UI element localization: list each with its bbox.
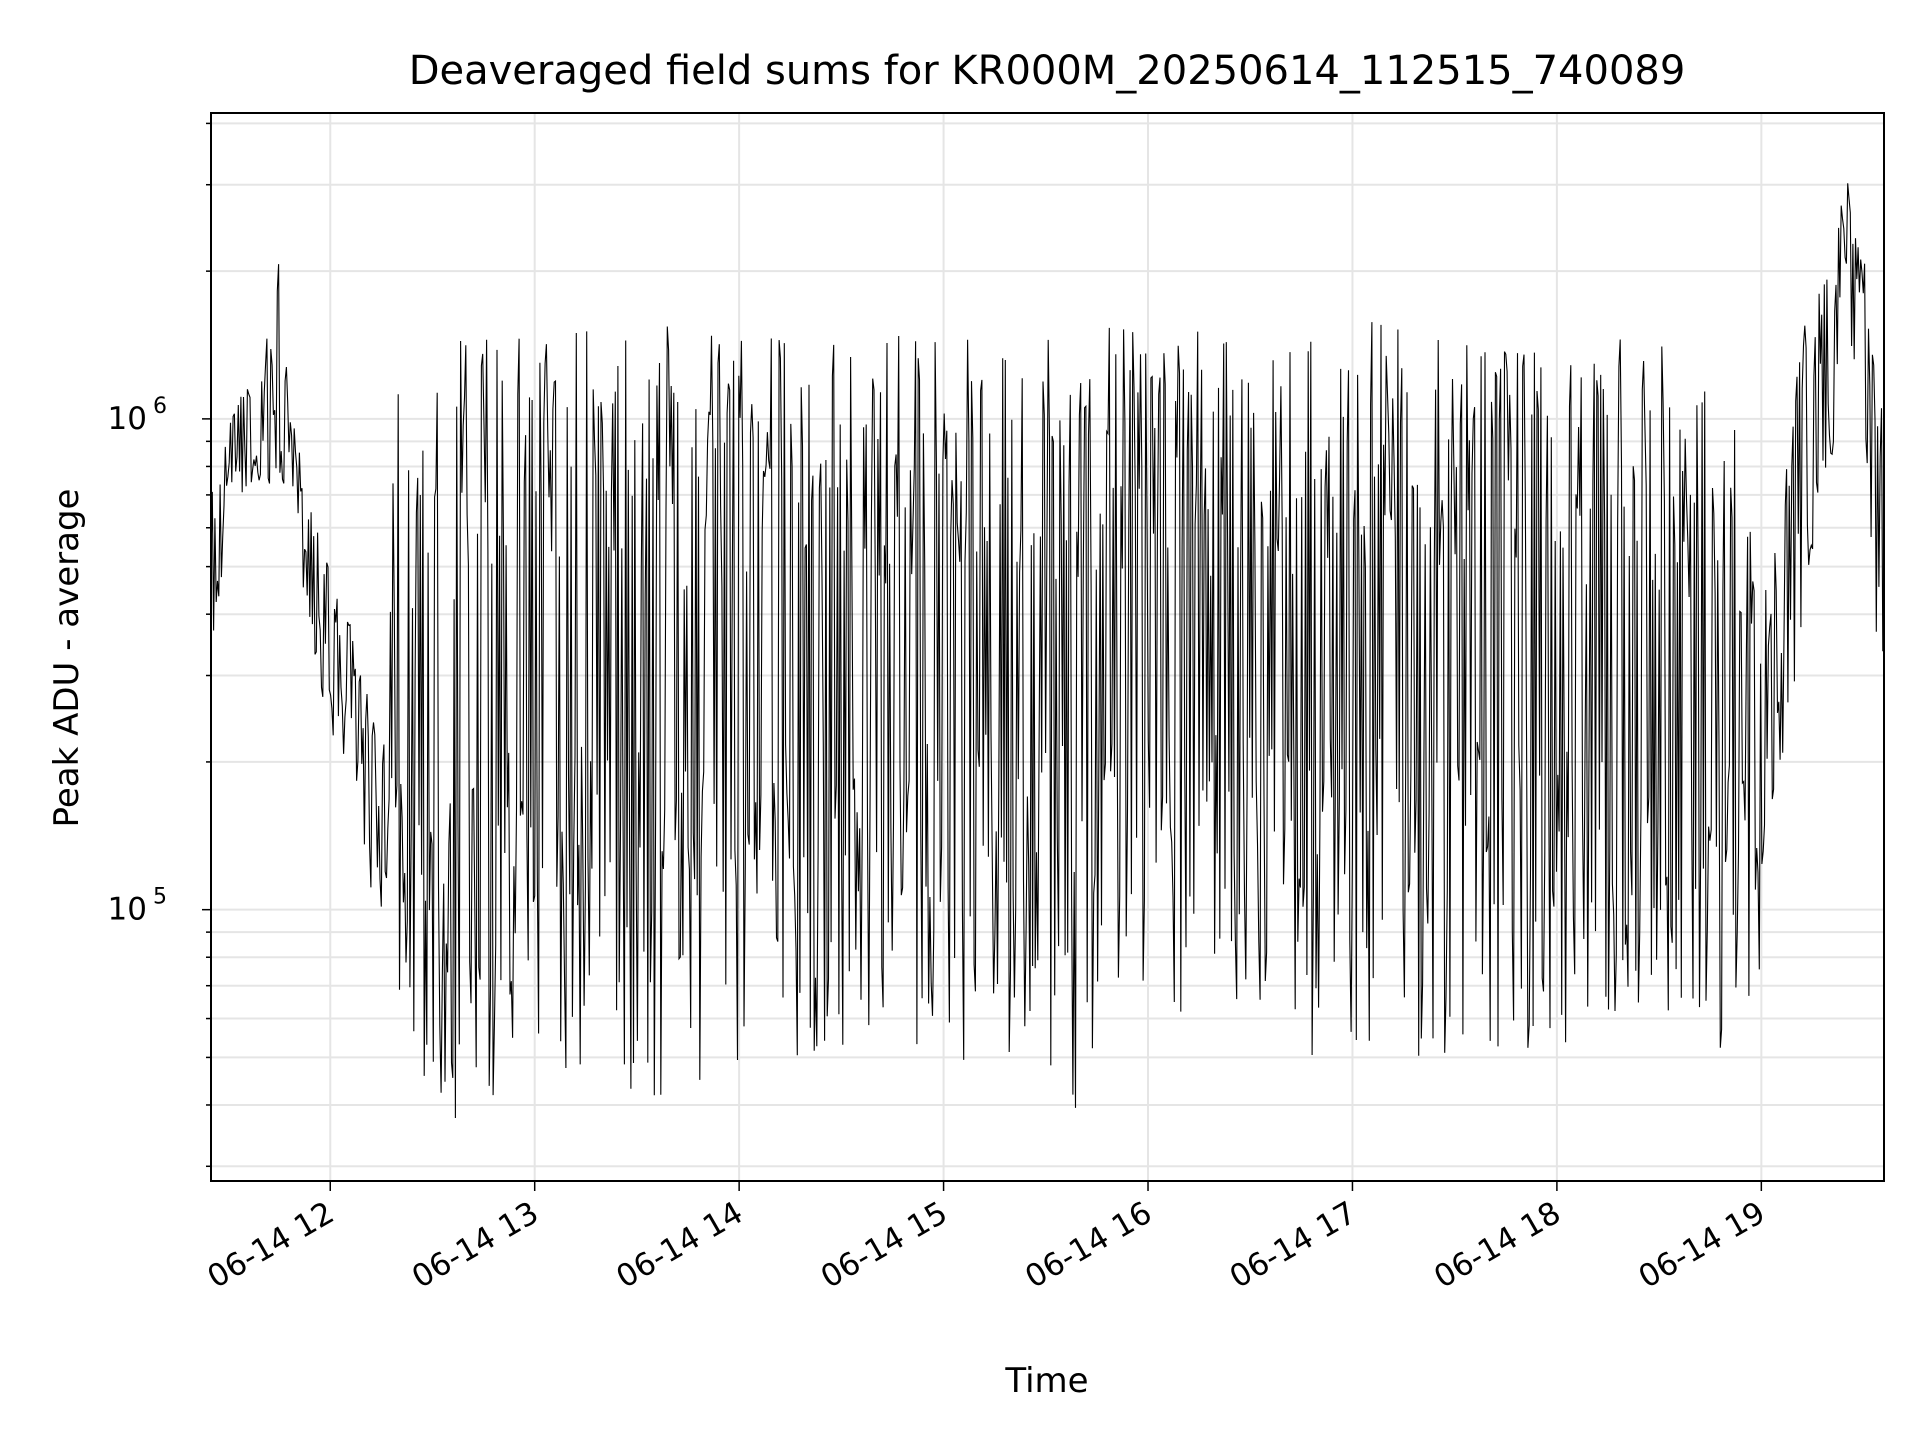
y-axis-label: Peak ADU - average [47, 489, 87, 828]
plot-frame [210, 112, 1885, 1182]
y-tick-exponent: 5 [153, 885, 167, 910]
x-axis-label: Time [1004, 1361, 1088, 1401]
data-series [211, 183, 1884, 1119]
series-line [211, 183, 1884, 1119]
y-tick-exponent: 6 [153, 394, 167, 419]
y-tick-label: 10 [108, 892, 147, 928]
chart-title: Deaveraged field sums for KR000M_2025061… [409, 48, 1686, 94]
y-tick-label: 10 [108, 401, 147, 437]
